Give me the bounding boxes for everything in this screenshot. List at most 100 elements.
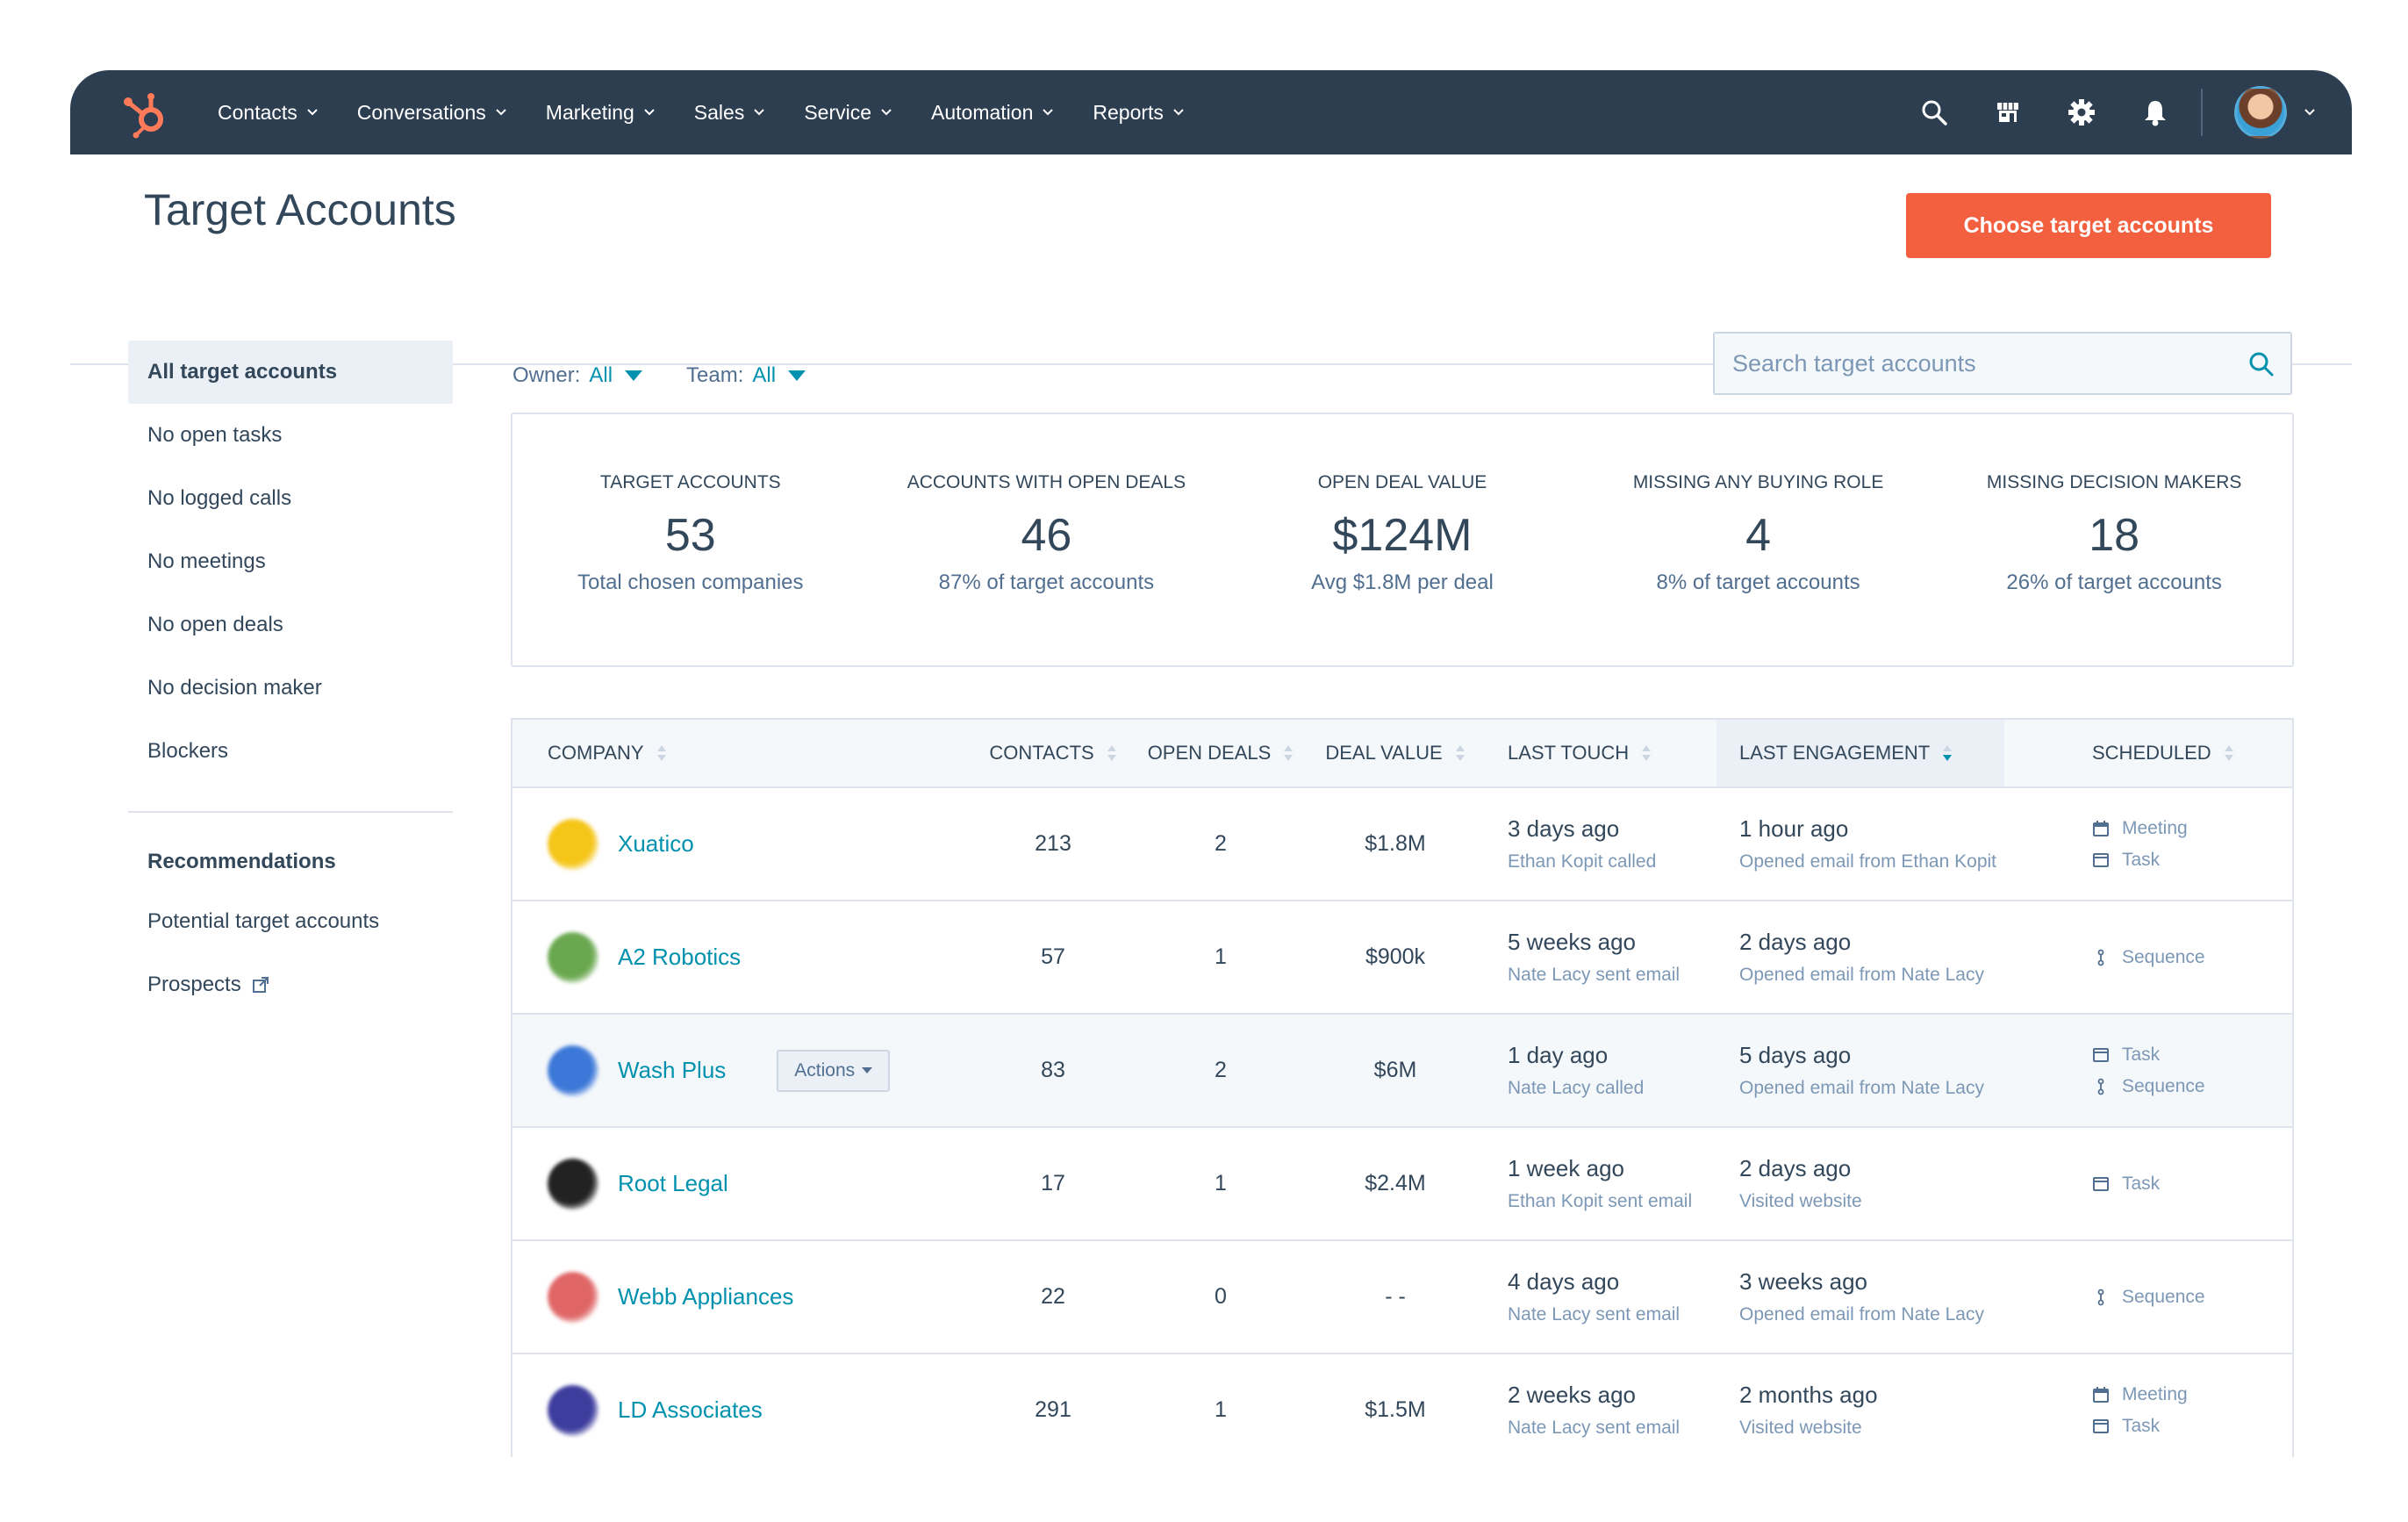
chevron-down-icon[interactable]	[2303, 105, 2317, 119]
last-engagement-cell: 2 days ago Visited website	[1739, 1128, 2055, 1239]
sort-icon	[1107, 745, 1116, 761]
open-deals-cell-value: 1	[1215, 1397, 1227, 1422]
company-name-link[interactable]: LD Associates	[618, 1396, 763, 1423]
nav-item-service[interactable]: Service	[804, 101, 892, 125]
task-icon	[2093, 1176, 2109, 1191]
contacts-cell: 17	[983, 1128, 1123, 1239]
chevron-down-icon	[644, 109, 655, 116]
last-engagement-time: 2 days ago	[1739, 929, 1852, 955]
choose-target-accounts-button[interactable]: Choose target accounts	[1906, 193, 2271, 258]
scheduled-item-sequence[interactable]: Sequence	[2092, 1281, 2205, 1313]
deal-value-cell-value: $2.4M	[1365, 1171, 1426, 1195]
column-header-deal-value[interactable]: Deal value	[1318, 720, 1473, 786]
table-row[interactable]: Root Legal 17 1 $2.4M 1 week ago Ethan Kopit …	[512, 1128, 2292, 1241]
search-icon[interactable]	[1917, 95, 1952, 130]
company-name-link[interactable]: Webb Appliances	[618, 1283, 794, 1310]
nav-item-sales[interactable]: Sales	[694, 101, 766, 125]
sidebar-item-prospects[interactable]: Prospects	[128, 953, 453, 1016]
table-row[interactable]: LD Associates 291 1 $1.5M 2 weeks ago Nate La…	[512, 1354, 2292, 1457]
scheduled-item-meeting[interactable]: Meeting	[2092, 1379, 2188, 1411]
owner-filter[interactable]: Owner: All	[512, 363, 643, 388]
column-header-last-touch[interactable]: Last touch	[1508, 720, 1727, 786]
scheduled-item-sequence[interactable]: Sequence	[2092, 1071, 2205, 1102]
sidebar-item-no-open-tasks[interactable]: No open tasks	[128, 404, 453, 467]
bell-icon[interactable]	[2138, 95, 2173, 130]
company-name-link[interactable]: Root Legal	[618, 1170, 728, 1196]
scheduled-item-task[interactable]: Task	[2092, 1039, 2160, 1071]
table-row[interactable]: Wash Plus Actions 83 2 $6M 1 day ago Nate Lacy…	[512, 1015, 2292, 1128]
column-header-open-deals[interactable]: Open deals	[1137, 720, 1304, 786]
sidebar-item-label: All target accounts	[147, 360, 338, 384]
gear-icon[interactable]	[2064, 95, 2099, 130]
owner-filter-label: Owner:	[512, 363, 581, 387]
column-header-contacts[interactable]: Contacts	[983, 720, 1123, 786]
user-avatar[interactable]	[2234, 86, 2287, 139]
nav-item-automation[interactable]: Automation	[931, 101, 1054, 125]
hubspot-sprocket-icon[interactable]	[119, 88, 172, 140]
column-header-company[interactable]: Company	[548, 720, 934, 786]
sidebar-item-label: No meetings	[147, 549, 266, 573]
scheduled-item-task[interactable]: Task	[2092, 1411, 2160, 1442]
company-name-link[interactable]: Xuatico	[618, 830, 694, 857]
sidebar-item-no-decision-maker[interactable]: No decision maker	[128, 657, 453, 720]
scheduled-cell: Task	[2092, 1128, 2268, 1239]
open-deals-cell: 2	[1137, 1015, 1304, 1126]
sidebar: All target accounts No open tasks No logge…	[128, 341, 453, 1016]
sidebar-item-no-meetings[interactable]: No meetings	[128, 530, 453, 593]
sidebar-item-label: Potential target accounts	[147, 909, 380, 933]
company-logo	[548, 1158, 598, 1210]
last-touch-time: 3 days ago	[1508, 815, 1620, 842]
column-header-last-engagement[interactable]: Last engagement	[1716, 720, 2004, 786]
nav-item-marketing[interactable]: Marketing	[546, 101, 656, 125]
stat-value: $124M	[1332, 510, 1473, 561]
sidebar-item-no-logged-calls[interactable]: No logged calls	[128, 467, 453, 530]
stat-value: 18	[2089, 510, 2140, 561]
column-header-label: Last engagement	[1739, 742, 1931, 764]
nav-item-conversations[interactable]: Conversations	[357, 101, 507, 125]
sort-icon	[656, 745, 666, 761]
caret-down-icon	[625, 370, 643, 381]
table-row[interactable]: Webb Appliances 22 0 - - 4 days ago Nate Lacy…	[512, 1241, 2292, 1354]
team-filter[interactable]: Team: All	[686, 363, 806, 388]
sort-icon	[1284, 745, 1294, 761]
search-input[interactable]	[1715, 349, 2206, 377]
search-icon[interactable]	[2247, 349, 2276, 379]
open-deals-cell: 2	[1137, 788, 1304, 900]
company-name-link[interactable]: A2 Robotics	[618, 944, 742, 970]
nav-item-reports[interactable]: Reports	[1093, 101, 1185, 125]
marketplace-icon[interactable]	[1990, 95, 2025, 130]
calendar-icon	[2093, 1386, 2109, 1403]
search-box	[1713, 332, 2292, 395]
scheduled-item-task[interactable]: Task	[2092, 1168, 2160, 1200]
table-row[interactable]: Xuatico 213 2 $1.8M 3 days ago Ethan Kopit ca…	[512, 788, 2292, 901]
table-row[interactable]: A2 Robotics 57 1 $900k 5 weeks ago Nate Lacy …	[512, 901, 2292, 1015]
chevron-down-icon	[881, 109, 892, 116]
last-touch-time: 5 weeks ago	[1508, 929, 1636, 955]
sidebar-item-potential-target-accounts[interactable]: Potential target accounts	[128, 890, 453, 953]
actions-dropdown-button[interactable]: Actions	[777, 1049, 891, 1092]
company-logo	[548, 1045, 598, 1096]
last-engagement-cell: 3 weeks ago Opened email from Nate Lacy	[1739, 1241, 2055, 1353]
company-name-link[interactable]: Wash Plus	[618, 1057, 727, 1083]
sort-descending-icon	[1943, 745, 1953, 761]
sidebar-item-no-open-deals[interactable]: No open deals	[128, 593, 453, 657]
scheduled-item-label: Task	[2122, 1415, 2161, 1436]
deal-value-cell-value: $900k	[1365, 944, 1426, 969]
column-header-scheduled[interactable]: Scheduled	[2092, 720, 2268, 786]
nav-item-contacts[interactable]: Contacts	[218, 101, 319, 125]
scheduled-item-meeting[interactable]: Meeting	[2092, 813, 2188, 844]
caret-down-icon	[788, 370, 806, 381]
scheduled-item-task[interactable]: Task	[2092, 844, 2160, 876]
contacts-cell-value: 17	[1041, 1171, 1065, 1195]
sidebar-item-blockers[interactable]: Blockers	[128, 720, 453, 783]
sidebar-item-all-target-accounts[interactable]: All target accounts	[128, 341, 453, 404]
scheduled-cell: Meeting Task	[2092, 1354, 2268, 1457]
scheduled-item-label: Meeting	[2122, 1383, 2188, 1404]
scheduled-item-label: Meeting	[2122, 817, 2188, 838]
summary-stat-missing-any-buying-role: Missing any buying role 4 8% of target acc…	[1580, 414, 1937, 665]
column-header-label: Company	[548, 742, 644, 764]
contacts-cell-value: 57	[1041, 944, 1065, 969]
scheduled-item-sequence[interactable]: Sequence	[2092, 942, 2205, 973]
column-header-label: Last touch	[1508, 742, 1630, 764]
nav-separator	[2201, 89, 2203, 136]
